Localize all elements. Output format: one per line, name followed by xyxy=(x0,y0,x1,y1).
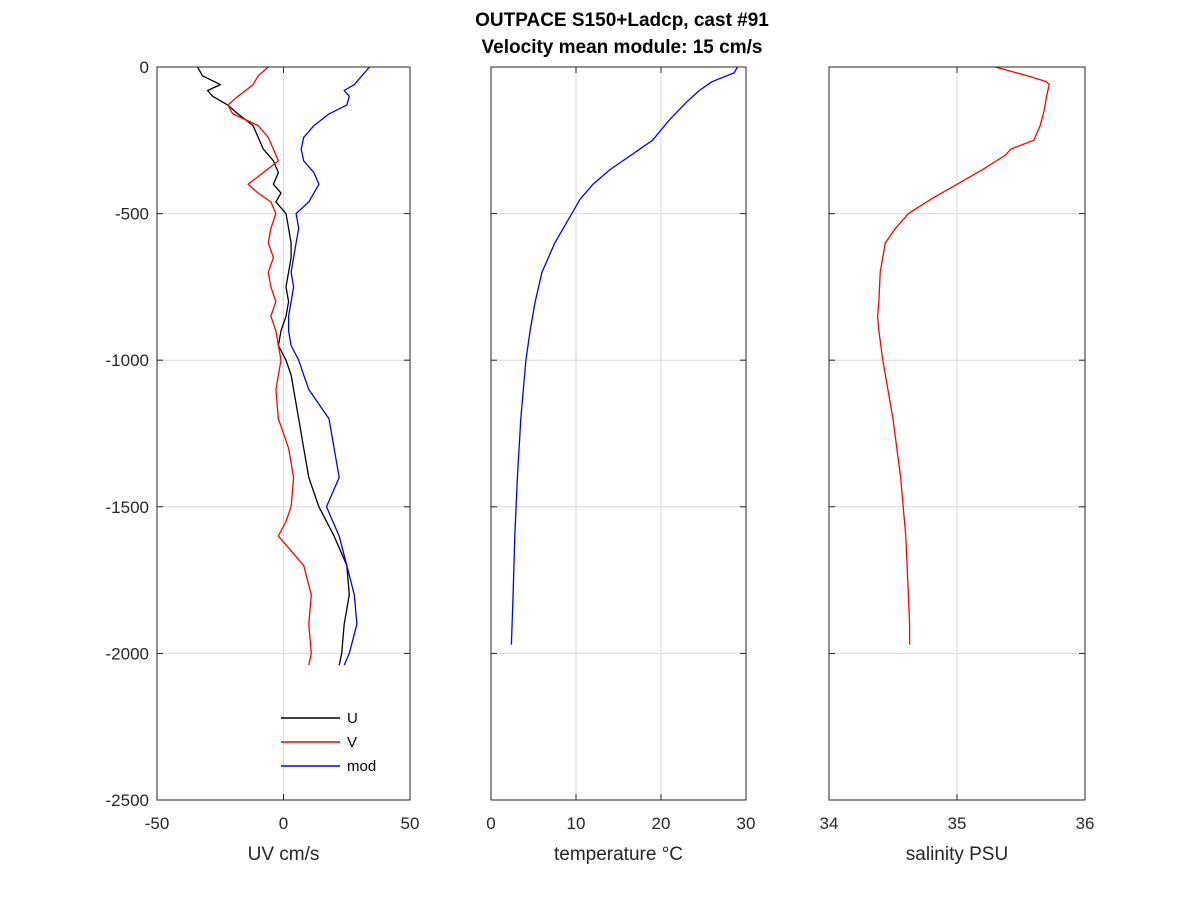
legend-label-mod: mod xyxy=(347,758,376,775)
x-tick-label: 20 xyxy=(652,814,671,833)
x-axis-label: temperature °C xyxy=(554,844,683,865)
axes-box xyxy=(490,66,747,801)
y-tick-label: -1000 xyxy=(106,351,149,370)
y-tick-label: -2000 xyxy=(106,644,149,663)
x-axis-label: salinity PSU xyxy=(906,844,1008,865)
chart-title-line2: Velocity mean module: 15 cm/s xyxy=(482,37,763,58)
series-line-temperature xyxy=(510,66,739,645)
x-tick-label: 0 xyxy=(486,814,495,833)
chart-title-line1: OUTPACE S150+Ladcp, cast #91 xyxy=(475,10,769,31)
panel-temperature: 0 10 20 30 temperature °C xyxy=(486,66,756,865)
x-tick-label: 30 xyxy=(737,814,756,833)
series-line-mod xyxy=(287,66,370,666)
x-tick-label: -50 xyxy=(145,814,170,833)
y-tick-label: 0 xyxy=(140,58,149,77)
series-line-salinity xyxy=(876,66,1050,645)
y-tick-label: -2500 xyxy=(106,791,149,810)
x-tick-label: 10 xyxy=(567,814,586,833)
x-tick-label: 35 xyxy=(948,814,967,833)
series-line-U xyxy=(196,66,350,666)
x-tick-label: 0 xyxy=(279,814,288,833)
x-axis-label: UV cm/s xyxy=(248,844,320,865)
series-line-V xyxy=(227,66,312,666)
x-tick-label: 34 xyxy=(820,814,839,833)
x-tick-label: 36 xyxy=(1076,814,1095,833)
x-tick-label: 50 xyxy=(401,814,420,833)
legend-label-V: V xyxy=(347,734,357,751)
panel-salinity: 34 35 36 salinity PSU xyxy=(820,66,1095,865)
y-tick-label: -500 xyxy=(115,205,149,224)
legend-label-U: U xyxy=(347,710,358,727)
y-tick-label: -1500 xyxy=(106,498,149,517)
